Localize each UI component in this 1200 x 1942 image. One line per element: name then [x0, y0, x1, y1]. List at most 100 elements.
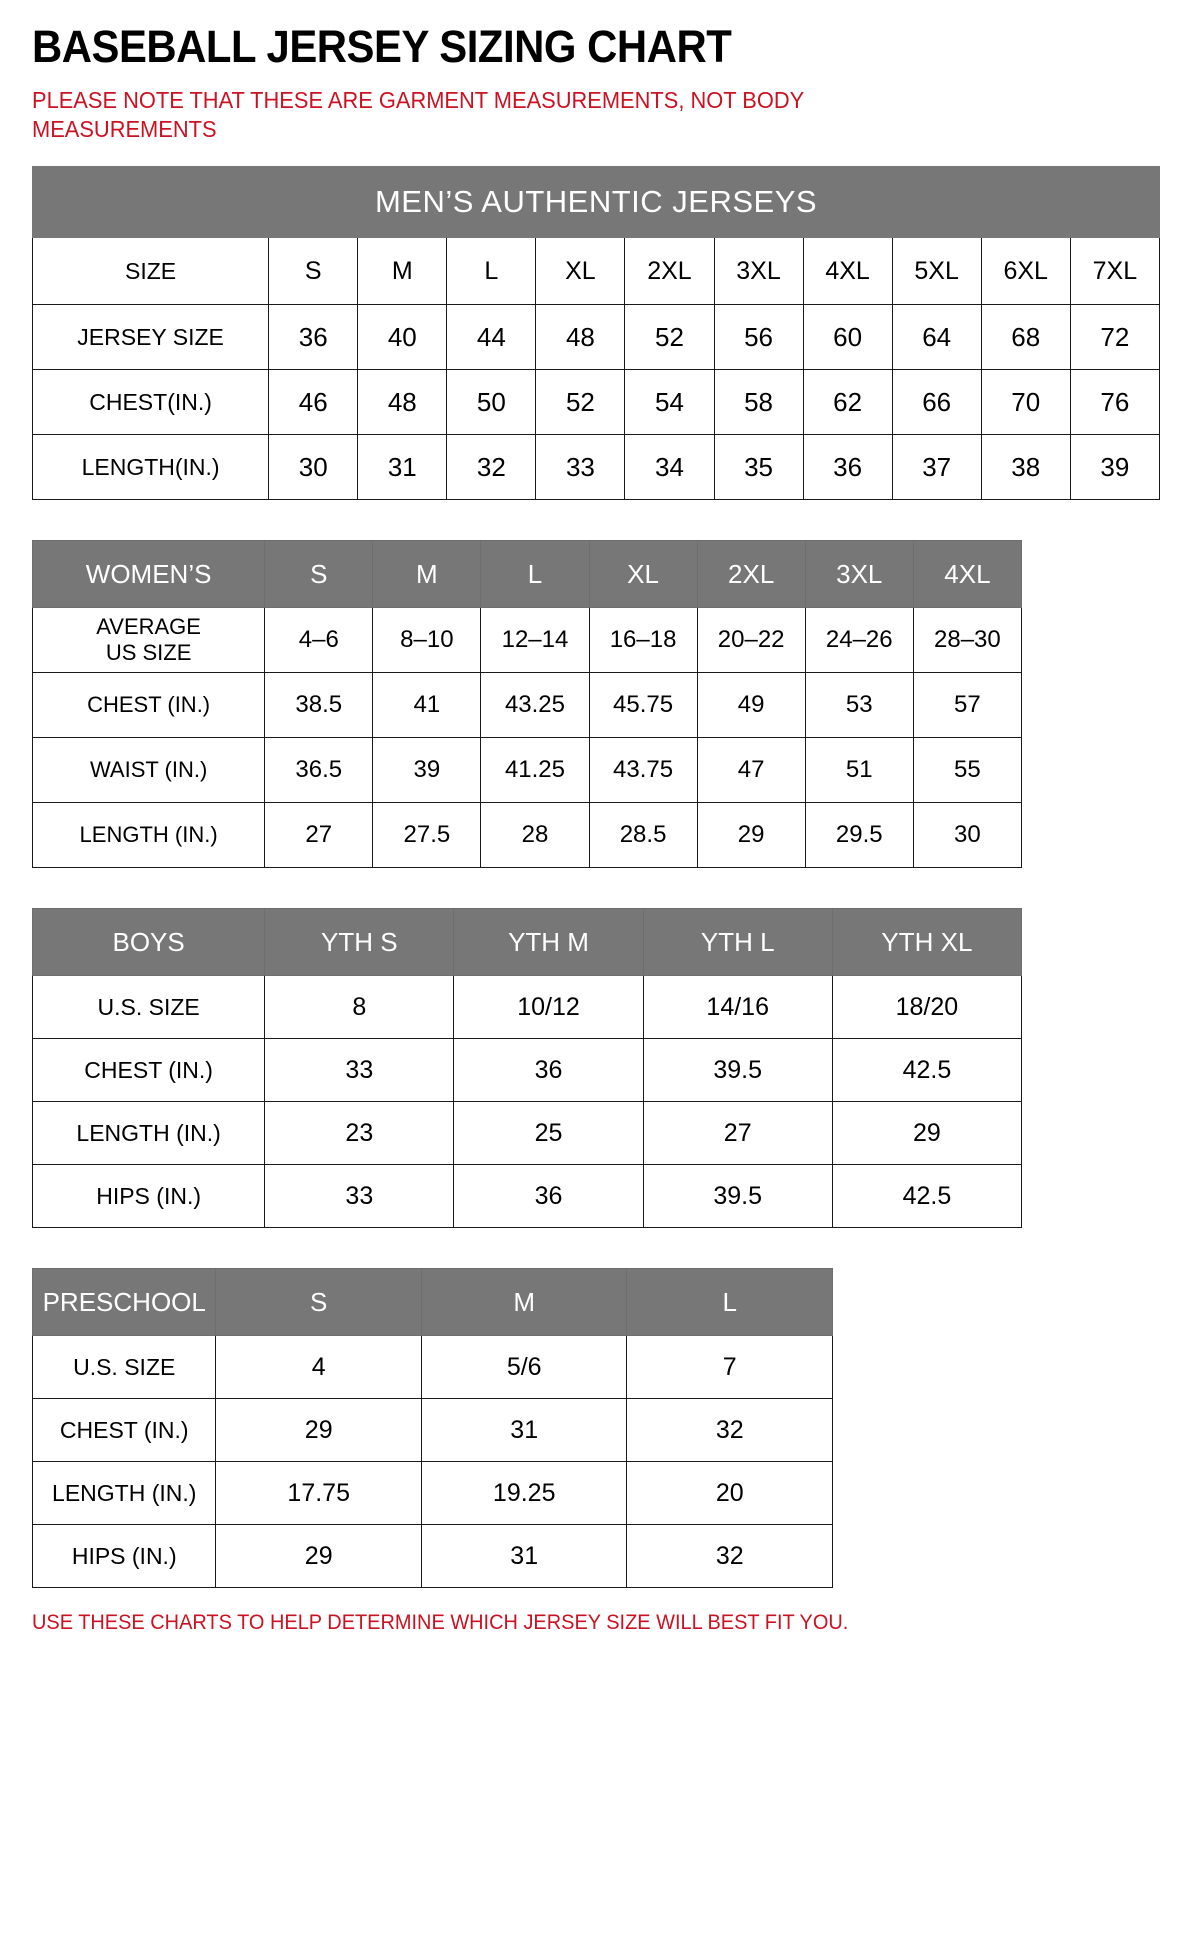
table-row: LENGTH (IN.) 23 25 27 29	[31, 1101, 1023, 1165]
row-header-preschool: PRESCHOOL	[31, 1268, 217, 1336]
row-label: U.S. SIZE	[31, 975, 266, 1039]
table-row: JERSEY SIZE 36 40 44 48 52 56 60 64 68 7…	[31, 304, 1161, 370]
column-header: 3XL	[804, 540, 914, 608]
cell-value: 28.5	[588, 802, 698, 868]
column-header: 6XL	[980, 237, 1071, 305]
cell-value: 64	[891, 304, 982, 370]
page-title: BASEBALL JERSEY SIZING CHART	[32, 21, 732, 72]
cell-value: 8	[264, 975, 455, 1039]
row-header-boys: BOYS	[31, 908, 266, 976]
cell-value: 40	[357, 304, 448, 370]
cell-value: 47	[696, 737, 806, 803]
cell-value: 8–10	[372, 607, 482, 673]
mens-sizing-table: MEN’S AUTHENTIC JERSEYS SIZE S M L XL 2X…	[31, 166, 1161, 500]
cell-value: 35	[713, 434, 804, 500]
column-header: S	[268, 237, 359, 305]
cell-value: 12–14	[480, 607, 590, 673]
cell-value: 51	[804, 737, 914, 803]
cell-value: 46	[268, 369, 359, 435]
table-row: HIPS (IN.) 33 36 39.5 42.5	[31, 1164, 1023, 1228]
column-header: 5XL	[891, 237, 982, 305]
cell-value: 70	[980, 369, 1071, 435]
cell-value: 29	[215, 1524, 422, 1588]
cell-value: 39.5	[642, 1164, 833, 1228]
table-row: SIZE S M L XL 2XL 3XL 4XL 5XL 6XL 7XL	[31, 237, 1161, 305]
column-header: 3XL	[713, 237, 804, 305]
cell-value: 23	[264, 1101, 455, 1165]
cell-value: 54	[624, 369, 715, 435]
cell-value: 41.25	[480, 737, 590, 803]
cell-value: 42.5	[831, 1038, 1023, 1102]
cell-value: 52	[624, 304, 715, 370]
row-label-line1: AVERAGE	[96, 614, 201, 639]
row-label: U.S. SIZE	[31, 1335, 217, 1399]
mens-table-banner: MEN’S AUTHENTIC JERSEYS	[32, 166, 1160, 238]
row-label: LENGTH (IN.)	[31, 1461, 217, 1525]
cell-value: 27	[642, 1101, 833, 1165]
row-label: CHEST(IN.)	[31, 369, 270, 435]
cell-value: 32	[626, 1524, 833, 1588]
cell-value: 76	[1069, 369, 1161, 435]
cell-value: 31	[420, 1524, 628, 1588]
cell-value: 62	[802, 369, 893, 435]
cell-value: 44	[446, 304, 537, 370]
table-row: U.S. SIZE 8 10/12 14/16 18/20	[31, 975, 1023, 1039]
cell-value: 56	[713, 304, 804, 370]
cell-value: 17.75	[215, 1461, 422, 1525]
cell-value: 7	[626, 1335, 833, 1399]
cell-value: 29	[696, 802, 806, 868]
cell-value: 52	[535, 369, 626, 435]
column-header: S	[264, 540, 374, 608]
cell-value: 31	[420, 1398, 628, 1462]
cell-value: 33	[535, 434, 626, 500]
column-header: XL	[588, 540, 698, 608]
column-header: 4XL	[802, 237, 893, 305]
cell-value: 72	[1069, 304, 1161, 370]
cell-value: 31	[357, 434, 448, 500]
table-row: LENGTH(IN.) 30 31 32 33 34 35 36 37 38 3…	[31, 434, 1161, 500]
cell-value: 32	[626, 1398, 833, 1462]
table-header-row: WOMEN’S S M L XL 2XL 3XL 4XL	[31, 540, 1023, 608]
cell-value: 10/12	[453, 975, 644, 1039]
cell-value: 38	[980, 434, 1071, 500]
chart-footer-note: USE THESE CHARTS TO HELP DETERMINE WHICH…	[32, 1611, 849, 1634]
table-row: U.S. SIZE 4 5/6 7	[31, 1335, 833, 1399]
cell-value: 29.5	[804, 802, 914, 868]
cell-value: 36	[802, 434, 893, 500]
column-header: M	[420, 1268, 628, 1336]
cell-value: 29	[215, 1398, 422, 1462]
column-header: M	[357, 237, 448, 305]
row-label: CHEST (IN.)	[31, 1038, 266, 1102]
cell-value: 43.75	[588, 737, 698, 803]
cell-value: 36	[453, 1038, 644, 1102]
cell-value: 53	[804, 672, 914, 738]
womens-sizing-table: WOMEN’S S M L XL 2XL 3XL 4XL AVERAGE US S…	[31, 540, 1023, 868]
cell-value: 41	[372, 672, 482, 738]
column-header: S	[215, 1268, 422, 1336]
column-header: M	[372, 540, 482, 608]
cell-value: 34	[624, 434, 715, 500]
row-label: CHEST (IN.)	[31, 1398, 217, 1462]
column-header: YTH XL	[831, 908, 1023, 976]
cell-value: 29	[831, 1101, 1023, 1165]
cell-value: 39	[1069, 434, 1161, 500]
column-header: L	[480, 540, 590, 608]
row-label: JERSEY SIZE	[31, 304, 270, 370]
boys-sizing-table: BOYS YTH S YTH M YTH L YTH XL U.S. SIZE …	[31, 908, 1023, 1228]
cell-value: 48	[357, 369, 448, 435]
cell-value: 33	[264, 1164, 455, 1228]
cell-value: 28	[480, 802, 590, 868]
cell-value: 36	[453, 1164, 644, 1228]
column-header: 2XL	[696, 540, 806, 608]
table-header-row: BOYS YTH S YTH M YTH L YTH XL	[31, 908, 1023, 976]
cell-value: 20–22	[696, 607, 806, 673]
cell-value: 36	[268, 304, 359, 370]
cell-value: 49	[696, 672, 806, 738]
cell-value: 24–26	[804, 607, 914, 673]
cell-value: 43.25	[480, 672, 590, 738]
table-banner-row: MEN’S AUTHENTIC JERSEYS	[32, 166, 1160, 238]
cell-value: 27	[264, 802, 374, 868]
cell-value: 20	[626, 1461, 833, 1525]
measurement-disclaimer: PLEASE NOTE THAT THESE ARE GARMENT MEASU…	[32, 87, 804, 142]
